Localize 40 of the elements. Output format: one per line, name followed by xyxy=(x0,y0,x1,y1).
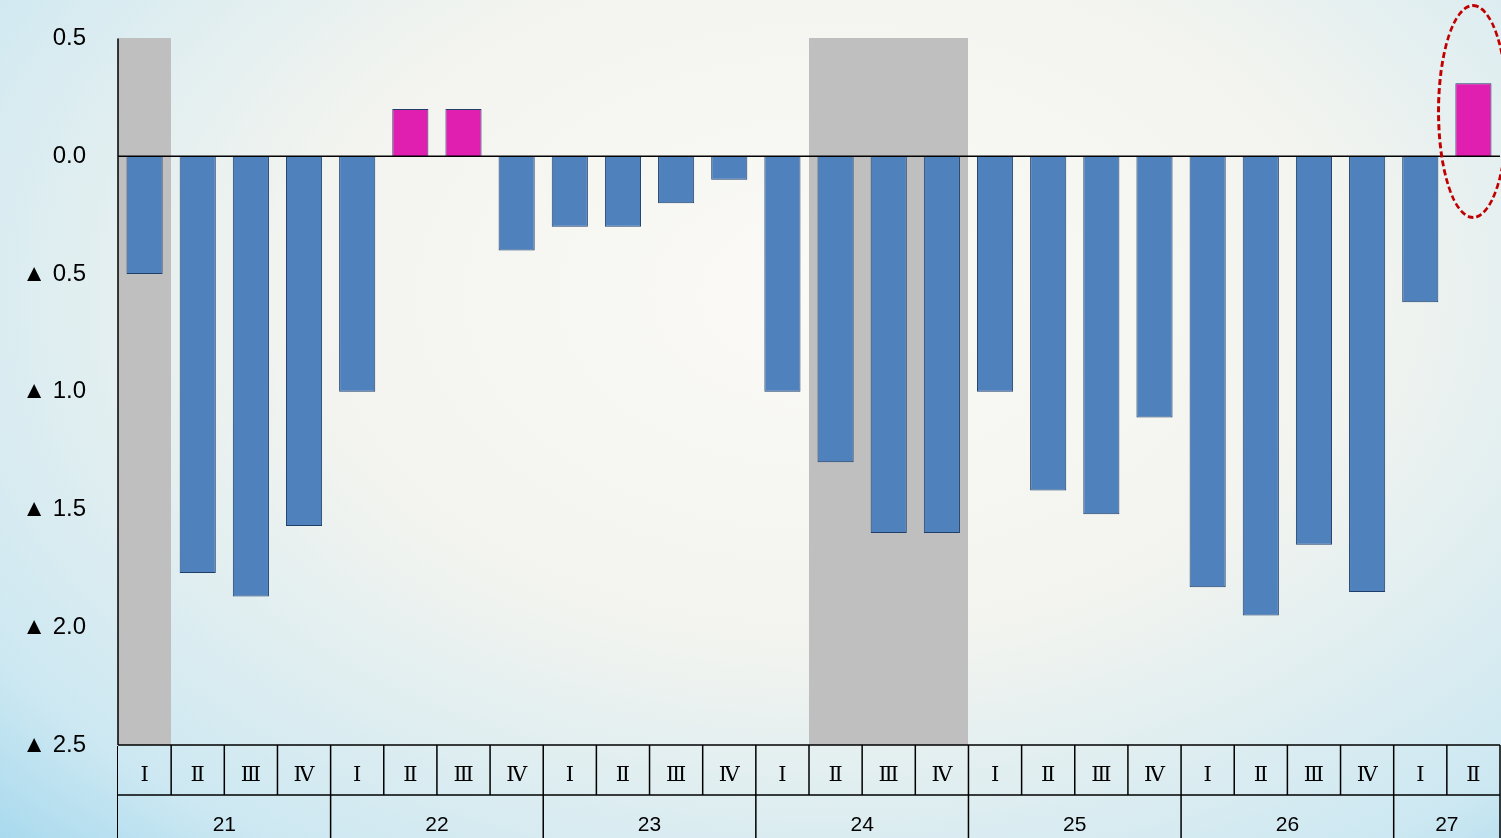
x-tick-label: Ⅰ xyxy=(1416,762,1425,787)
x-tick-label: Ⅳ xyxy=(1356,762,1379,787)
y-tick-label: ▲ 1.5 xyxy=(22,494,86,522)
x-tick-label: Ⅳ xyxy=(506,762,529,787)
x-tick-label: Ⅲ xyxy=(1091,762,1112,787)
text: 24 xyxy=(850,811,875,835)
y-tick-label: ▲ 1.0 xyxy=(22,376,86,404)
text: 26 xyxy=(1275,811,1300,835)
x-tick-label: Ⅳ xyxy=(931,762,954,787)
text: 21 xyxy=(212,811,236,835)
x-tick-label: Ⅳ xyxy=(718,762,741,787)
x-tick-label: Ⅰ xyxy=(990,762,1000,787)
y-tick-label: ▲ 2.0 xyxy=(22,611,86,639)
x-tick-label: Ⅱ xyxy=(403,762,418,787)
y-tick-label: ▲ 0.5 xyxy=(22,258,86,286)
x-tick-label: Ⅰ xyxy=(565,762,574,787)
x-tick-label: Ⅱ xyxy=(1253,762,1268,787)
x-tick-label: Ⅱ xyxy=(615,762,631,787)
y-tick-label: 0.0 xyxy=(52,140,86,168)
x-tick-label: Ⅰ xyxy=(140,762,149,787)
x-tick-label: Ⅱ xyxy=(828,762,843,787)
y-tick-label: ▲ 2.5 xyxy=(22,729,86,757)
text: 25 xyxy=(1063,811,1087,835)
text: 22 xyxy=(425,811,449,835)
x-tick-label: Ⅲ xyxy=(240,762,262,787)
x-tick-label: Ⅰ xyxy=(353,762,362,787)
x-tick-label: Ⅲ xyxy=(665,762,687,787)
y-tick-label: 0.5 xyxy=(52,23,86,51)
x-tick-label: Ⅰ xyxy=(778,762,787,787)
x-tick-label: Ⅲ xyxy=(453,762,474,787)
text: 23 xyxy=(637,811,662,835)
x-tick-label: Ⅲ xyxy=(1303,762,1325,787)
x-tick-label: Ⅱ xyxy=(190,762,205,787)
x-tick-label: Ⅱ xyxy=(1041,762,1056,787)
x-tick-label: Ⅳ xyxy=(1144,762,1167,787)
x-tick-label: Ⅳ xyxy=(293,762,316,787)
x-tick-label: Ⅰ xyxy=(1203,762,1212,787)
text: 27 xyxy=(1435,811,1459,835)
x-tick-label: Ⅱ xyxy=(1466,762,1481,787)
x-tick-label: Ⅲ xyxy=(878,762,899,787)
